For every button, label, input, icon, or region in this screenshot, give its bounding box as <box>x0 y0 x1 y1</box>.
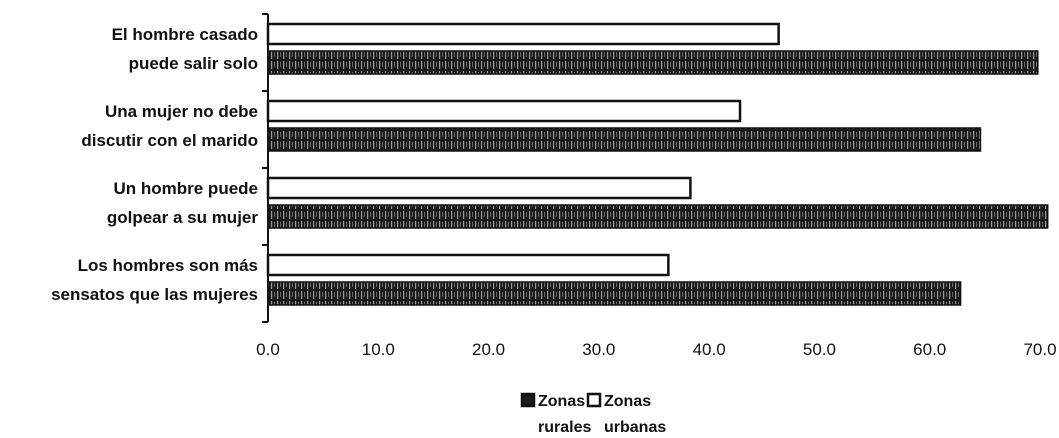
bar-rural <box>267 281 962 306</box>
bar-urban <box>266 253 670 277</box>
legend: Zonas rurales Zonas urbanas <box>520 392 666 436</box>
category-labels: El hombre casado puede salir solo Una muje… <box>51 25 258 304</box>
x-tick-label: 60.0 <box>913 340 946 359</box>
legend-entry: Zonas rurales <box>538 393 591 436</box>
bar-urban <box>266 99 742 123</box>
category-label: El hombre casado puede salir solo <box>112 25 258 73</box>
x-tick-label: 30.0 <box>582 340 615 359</box>
bar-rural <box>267 127 982 152</box>
x-tick-labels: 0.0 10.0 20.0 30.0 40.0 50.0 60.0 70.0 <box>256 340 1056 359</box>
x-tick-label: 0.0 <box>256 340 280 359</box>
x-tick-label: 10.0 <box>362 340 395 359</box>
legend-swatch <box>520 392 536 408</box>
legend-swatch <box>586 392 602 408</box>
x-tick-label: 70.0 <box>1023 340 1056 359</box>
category-label: Un hombre puede golpear a su mujer <box>107 179 259 227</box>
bar-rural <box>267 50 1039 75</box>
bars-layer <box>266 22 1049 306</box>
x-tick-label: 40.0 <box>693 340 726 359</box>
x-tick-label: 20.0 <box>472 340 505 359</box>
bar-rural <box>267 204 1049 229</box>
bar-urban <box>266 176 692 200</box>
bar-urban <box>266 22 780 46</box>
x-tick-label: 50.0 <box>803 340 836 359</box>
category-label: Una mujer no debe discutir con el marido <box>81 102 258 150</box>
legend-entry: Zonas urbanas <box>604 393 666 436</box>
category-label: Los hombres son más sensatos que las muje… <box>51 256 258 304</box>
